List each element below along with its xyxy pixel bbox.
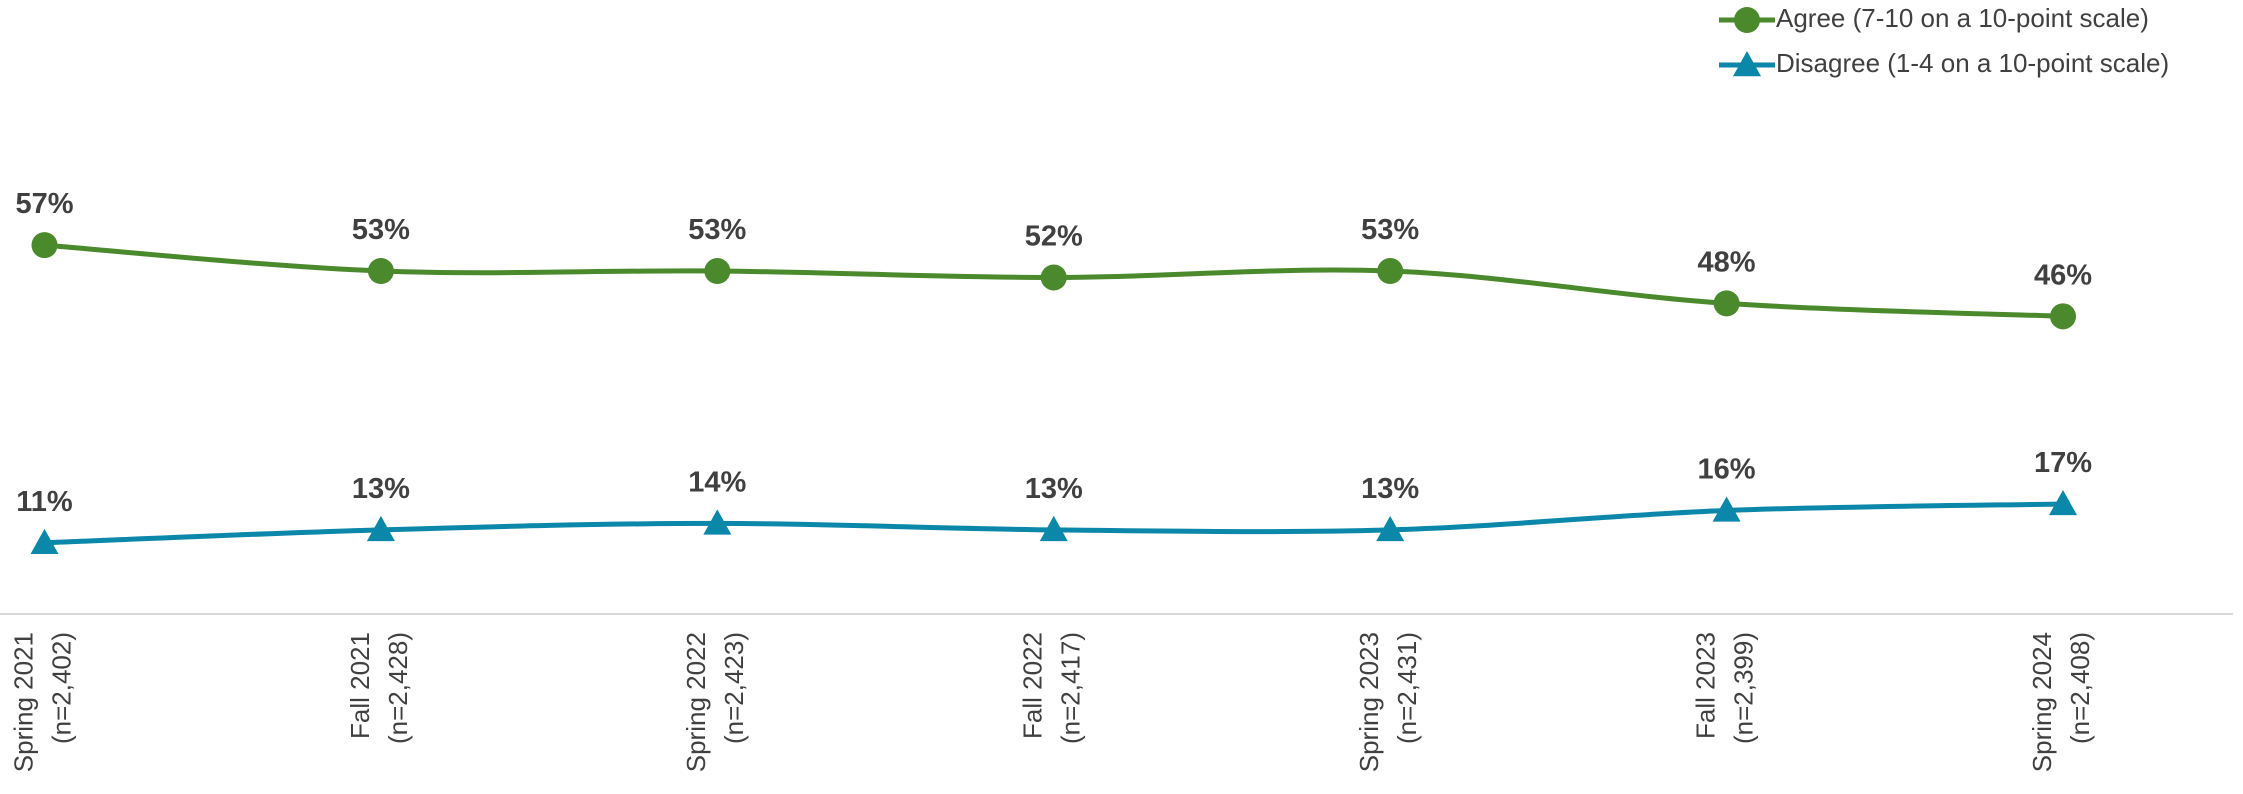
x-tick-label: (n=2,399) [1728, 632, 1758, 744]
legend-marker [1734, 7, 1760, 33]
legend-marker [1733, 51, 1761, 77]
data-label: 13% [352, 473, 410, 505]
data-point [1040, 264, 1067, 291]
data-label: 53% [688, 214, 746, 246]
data-label: 46% [2034, 259, 2092, 291]
data-point [1713, 290, 1740, 317]
data-label: 53% [352, 214, 410, 246]
x-tick-label: (n=2,423) [719, 632, 749, 744]
x-tick-label: Fall 2023 [1690, 632, 1720, 739]
data-point [366, 515, 395, 542]
data-point [2049, 489, 2077, 516]
data-point [1039, 515, 1068, 542]
x-tick-label: Spring 2021 [8, 632, 38, 772]
data-label: 17% [2034, 447, 2092, 479]
legend-text: Disagree (1-4 on a 10-point scale) [1776, 48, 2169, 78]
x-tick-label: (n=2,417) [1056, 632, 1086, 744]
legend-item: Agree (7-10 on a 10-point scale) [1719, 3, 2149, 33]
data-label: 11% [16, 486, 73, 518]
legend-item: Disagree (1-4 on a 10-point scale) [1719, 48, 2169, 78]
data-point [31, 232, 58, 259]
x-tick-label: Spring 2024 [2027, 632, 2057, 772]
x-tick-label: (n=2,431) [1392, 632, 1422, 744]
data-point [1376, 515, 1405, 542]
data-label: 53% [1361, 214, 1419, 246]
data-point [367, 258, 394, 285]
data-label: 16% [1698, 453, 1756, 485]
data-label: 13% [1361, 473, 1419, 505]
x-tick-label: (n=2,402) [46, 632, 76, 744]
x-tick-label: Fall 2022 [1018, 632, 1048, 739]
data-label: 48% [1698, 246, 1756, 278]
data-label: 52% [1025, 220, 1083, 252]
data-point [2050, 303, 2076, 330]
data-point [1377, 258, 1404, 285]
data-point [1712, 496, 1741, 522]
data-label: 13% [1025, 473, 1083, 505]
x-tick-label: Spring 2023 [1354, 632, 1384, 772]
x-tick-label: Spring 2022 [681, 632, 711, 772]
x-tick-label: (n=2,408) [2065, 632, 2095, 744]
data-label: 57% [15, 188, 73, 220]
data-point [703, 509, 732, 535]
data-point [704, 258, 731, 285]
data-label: 14% [688, 466, 746, 498]
x-tick-label: (n=2,428) [383, 632, 413, 744]
data-point [30, 528, 59, 555]
legend-text: Agree (7-10 on a 10-point scale) [1776, 3, 2149, 33]
x-tick-label: Fall 2021 [345, 632, 375, 739]
